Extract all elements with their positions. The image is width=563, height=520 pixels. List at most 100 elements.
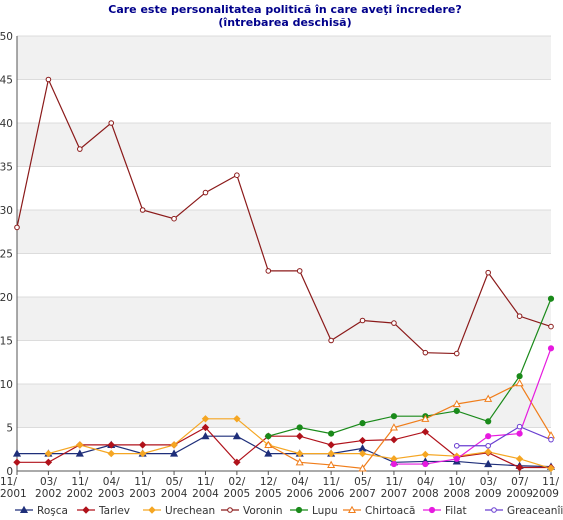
series-6-point: [358, 464, 367, 472]
x-tick-label: 2004: [192, 488, 219, 500]
x-tick-label: 04/: [417, 476, 434, 488]
series-4-point: [485, 269, 491, 276]
x-tick-label: 2008: [412, 488, 439, 500]
x-tick-label: 2004: [161, 488, 188, 500]
x-tick-label: 05/: [354, 476, 371, 488]
series-7-point: [390, 460, 398, 468]
series-4-point: [202, 189, 209, 196]
series-7-point: [485, 433, 492, 440]
series-5-point: [453, 407, 460, 415]
y-tick-label: 10: [0, 379, 13, 391]
series-5-point: [547, 295, 555, 302]
x-tick-label: 03/: [40, 476, 57, 488]
series-2-point: [13, 458, 21, 467]
series-3-point: [295, 449, 304, 458]
series-3-point: [76, 441, 84, 449]
series-4-point: [234, 172, 240, 178]
legend-swatch-marker: [148, 506, 156, 514]
series-4-point: [391, 320, 397, 326]
x-tick-label: 2006: [286, 488, 313, 500]
x-tick-label: 2008: [443, 488, 470, 500]
grid-band: [17, 384, 551, 428]
grid-band: [17, 36, 551, 80]
legend-swatch-marker: [227, 507, 233, 513]
x-tick-label: 2003: [129, 488, 156, 500]
series-4-point: [14, 224, 20, 231]
series-8-point: [453, 442, 460, 449]
x-tick-label: 2003: [98, 488, 125, 500]
x-tick-label: 2002: [35, 488, 62, 500]
legend-label: Chirtoacă: [365, 505, 415, 517]
series-8-point: [548, 436, 554, 443]
series-3-point: [138, 449, 147, 458]
series-5-point: [265, 433, 272, 440]
y-tick-label: 20: [0, 292, 13, 304]
legend-label: Filat: [445, 505, 467, 517]
x-tick-label: 11/: [0, 476, 17, 488]
series-6-point: [327, 460, 336, 468]
series-2-point: [138, 441, 147, 449]
x-tick-label: 07/: [511, 476, 528, 488]
legend-swatch-marker: [347, 505, 357, 514]
x-tick-label: 11/: [197, 476, 214, 488]
series-6-point: [421, 414, 430, 422]
series-4-point: [296, 268, 303, 274]
series-6-point: [389, 423, 398, 431]
series-1-point: [264, 449, 273, 457]
series-4-point: [453, 350, 460, 357]
series-6-point: [264, 440, 273, 448]
y-tick-label: 5: [6, 423, 13, 435]
series-7-point: [422, 460, 429, 468]
y-tick-label: 30: [0, 205, 13, 217]
series-6-point: [484, 394, 493, 402]
series-6-point: [295, 458, 304, 466]
series-4-point: [77, 146, 83, 152]
series-2-point: [107, 441, 115, 449]
series-3-point: [547, 464, 555, 473]
legend-swatch-marker: [295, 506, 303, 514]
series-7-point: [453, 455, 460, 462]
series-4-point: [45, 76, 52, 83]
series-3-point: [233, 415, 241, 423]
x-tick-label: 02/: [228, 476, 245, 488]
y-tick-label: 40: [0, 118, 13, 130]
series-4-point: [108, 120, 115, 126]
series-8-point: [516, 423, 523, 430]
series-5-point: [359, 420, 366, 427]
series-2-point: [233, 458, 241, 467]
legend-label: Tarlev: [98, 505, 130, 517]
series-2-point: [421, 428, 430, 436]
x-tick-label: 2006: [318, 488, 345, 500]
series-3-point: [170, 441, 178, 449]
series-4-point: [548, 323, 554, 330]
x-tick-label: 2005: [255, 488, 282, 500]
legend-label: Urechean: [165, 505, 215, 517]
series-8-line: [456, 425, 552, 447]
series-2-point: [44, 458, 53, 467]
series-2-point: [295, 432, 304, 440]
x-tick-label: 12/: [260, 476, 277, 488]
series-3-point: [107, 449, 115, 458]
series-4-point: [139, 207, 146, 213]
x-tick-label: 2002: [66, 488, 93, 500]
series-3-point: [44, 449, 53, 458]
series-1-line: [17, 435, 552, 468]
x-tick-label: 11/: [134, 476, 151, 488]
series-4-point: [265, 268, 272, 274]
legend-swatch-marker: [82, 506, 90, 514]
chart-title: Care este personalitatea politică în car…: [108, 3, 461, 16]
legend-label: Roşca: [37, 505, 68, 517]
chart-subtitle: (întrebarea deschisă): [218, 16, 351, 29]
series-1-point: [75, 449, 84, 457]
series-2-line: [17, 426, 551, 469]
series-1-point: [12, 449, 22, 457]
x-tick-label: 11/: [542, 476, 559, 488]
series-7-point: [547, 345, 555, 352]
series-1-point: [170, 449, 179, 457]
series-2-point: [201, 423, 210, 432]
series-5-point: [485, 418, 492, 425]
series-5-point: [516, 373, 523, 380]
legend: Roşca Tarlev Urechean Voronin Lupu Chirtoacă F…: [15, 505, 563, 517]
series-5-line: [268, 298, 552, 437]
